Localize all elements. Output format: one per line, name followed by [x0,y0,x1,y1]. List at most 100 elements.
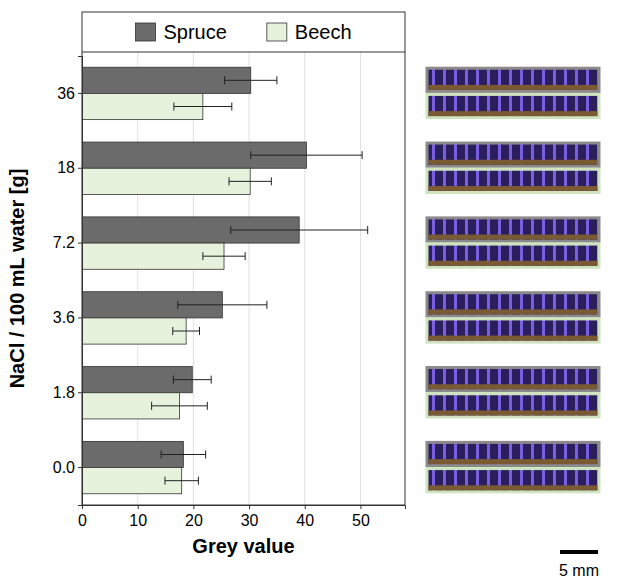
error-line [172,327,173,335]
error-line [173,331,200,332]
tick: 3.6 [53,309,82,326]
error-bar [152,402,208,410]
error-bar [173,327,200,335]
plot-frame [82,12,405,505]
tick: 50 [352,505,370,529]
error-line [271,177,272,185]
image-strip [427,244,599,267]
image-strip [427,94,599,117]
grid-line [304,52,305,505]
tick-label: 0.0 [53,459,75,476]
image-wood [429,85,598,90]
tick-mark [78,392,82,393]
error-line [276,76,277,84]
error-line [173,376,174,384]
tick-mark [193,505,194,509]
image-wood [429,485,598,490]
error-line [174,106,232,107]
legend-label: Beech [295,21,352,43]
error-line [202,252,203,260]
image-wood [429,459,598,464]
error-line [161,454,206,455]
tick: 20 [185,505,203,529]
tick-label: 50 [352,512,370,529]
tick-mark [78,467,82,468]
error-line [165,480,198,481]
error-line [250,151,251,159]
error-line [251,155,362,156]
image-strip [427,319,599,342]
error-line [231,103,232,111]
series-0 [82,67,368,467]
error-bar [231,226,368,234]
error-bar [173,376,211,384]
image-strip [427,68,599,91]
tick-label: 40 [296,512,314,529]
scale-bar [560,550,598,554]
error-bar [229,177,271,185]
tick: 10 [129,505,147,529]
sample-image [427,469,599,492]
tick: 7.2 [53,234,82,251]
image-strip [427,169,599,192]
bar [82,318,186,344]
image-wood [429,235,598,240]
error-line [203,256,245,257]
sample-image [427,368,599,391]
error-line [152,405,208,406]
tick-label: 36 [57,85,75,102]
tick-label: 1.8 [53,384,75,401]
sample-image [427,319,599,342]
tick-label: 0 [78,512,87,529]
image-wood [429,186,598,191]
tick: 30 [241,505,259,529]
image-strip [427,368,599,391]
error-line [178,304,267,305]
error-line [224,76,225,84]
sample-images [427,68,599,492]
image-strip [427,218,599,241]
legend-separator [82,52,405,53]
chart: 0102030405036187.23.61.80.0Grey valueNaC… [0,0,620,583]
tick: 0 [78,505,87,529]
image-strip [427,293,599,316]
error-line [229,177,230,185]
error-bar [161,450,206,458]
tick-label: 3.6 [53,309,75,326]
legend-item: Beech [267,21,352,43]
error-line [211,376,212,384]
image-strip [427,469,599,492]
tick: 40 [296,505,314,529]
sample-image [427,293,599,316]
sample-image [427,94,599,117]
sample-image [427,218,599,241]
sample-image [427,169,599,192]
tick: 36 [57,85,82,102]
image-wood [429,309,598,314]
image-strip [427,394,599,417]
error-bar [225,76,277,84]
tick: 1.8 [53,384,82,401]
tick-label: 30 [241,512,259,529]
tick-label: 7.2 [53,234,75,251]
image-wood [429,261,598,266]
tick-mark [78,243,82,244]
error-line [362,151,363,159]
error-line [198,477,199,485]
legend-item: Spruce [135,21,226,43]
grid-line [360,52,361,505]
error-line [230,226,231,234]
error-line [199,327,200,335]
error-bar [174,103,232,111]
sample-image [427,244,599,267]
error-bar [165,477,198,485]
sample-image [427,442,599,465]
image-wood [429,410,598,415]
grid-line [249,52,250,505]
error-line [266,301,267,309]
error-line [207,402,208,410]
sample-image [427,143,599,166]
error-line [173,379,211,380]
tick: 18 [57,159,82,176]
image-wood [429,160,598,165]
